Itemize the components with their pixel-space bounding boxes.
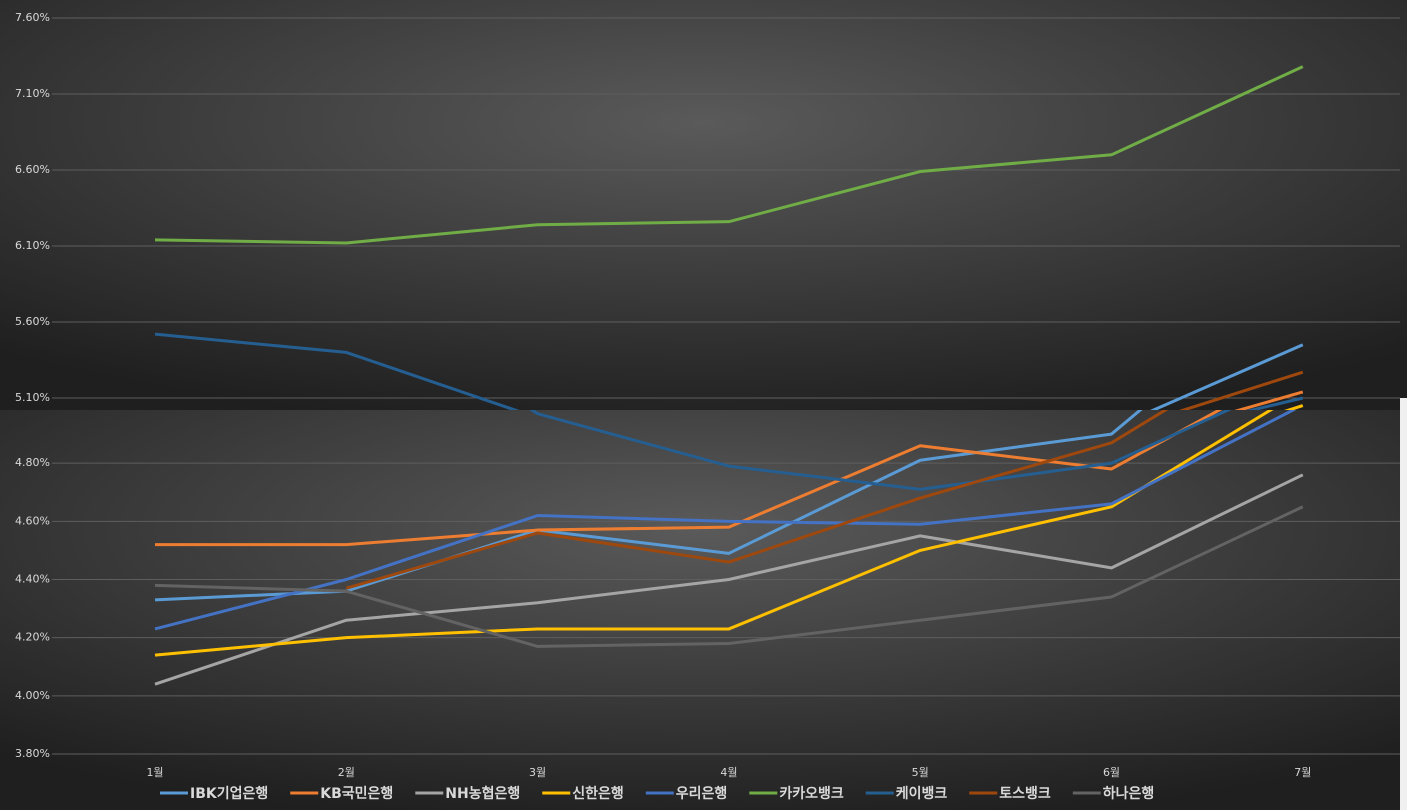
series-line	[154, 410, 1297, 631]
y-tick-label: 5.10%	[15, 391, 50, 404]
legend-label: KB국민은행	[320, 785, 393, 802]
series-line	[154, 65, 1304, 245]
legend-label: IBK기업은행	[190, 786, 268, 802]
legend-item: 케이뱅크	[865, 785, 948, 802]
series-line	[155, 410, 1223, 547]
legend-item: 카카오뱅크	[749, 786, 844, 802]
edge	[1400, 398, 1407, 810]
y-tick-label: 3.80%	[15, 747, 50, 760]
legend-item: 하나은행	[1072, 785, 1155, 802]
y-tick-label: 5.60%	[15, 315, 50, 328]
y-tick-label: 4.20%	[15, 631, 50, 644]
y-tick-label: 4.40%	[15, 573, 50, 586]
series-line	[345, 410, 1169, 590]
y-tick-label: 7.10%	[15, 87, 50, 100]
y-tick-label: 6.10%	[15, 239, 50, 252]
legend-label: 신한은행	[572, 786, 624, 802]
series-line	[154, 332, 1304, 410]
y-tick-label: 7.60%	[15, 11, 50, 24]
series-line	[154, 410, 1274, 657]
y-tick-label: 4.80%	[15, 456, 50, 469]
legend-label: 우리은행	[676, 786, 728, 802]
legend-item: IBK기업은행	[160, 786, 268, 802]
legend-label: 케이뱅크	[896, 785, 948, 802]
panel-bg	[0, 410, 1400, 810]
x-tick-label: 7월	[1294, 766, 1311, 779]
x-tick-label: 2월	[338, 766, 355, 779]
y-tick-label: 4.00%	[15, 689, 50, 702]
legend-label: 카카오뱅크	[779, 786, 844, 802]
x-tick-label: 1월	[146, 766, 163, 779]
legend-label: NH농협은행	[445, 786, 520, 802]
series-line	[154, 473, 1304, 686]
x-tick-label: 5월	[912, 766, 929, 779]
legend-label: 토스뱅크	[999, 786, 1051, 802]
legend-label: 하나은행	[1103, 785, 1155, 802]
panel-bg	[0, 0, 1407, 410]
x-tick-label: 6월	[1103, 766, 1120, 779]
y-tick-label: 6.60%	[15, 163, 50, 176]
legend-item: 신한은행	[542, 786, 624, 802]
x-tick-label: 4월	[720, 766, 737, 779]
legend-item: 토스뱅크	[969, 786, 1051, 802]
legend-item: 우리은행	[645, 786, 728, 802]
series-line	[154, 505, 1304, 648]
legend-item: NH농협은행	[415, 786, 520, 802]
y-tick-label: 4.60%	[15, 514, 50, 527]
x-tick-label: 3월	[529, 766, 546, 779]
panel: 3.80% 4.00% 4.20% 4.40% 4.60% 4.80%	[15, 410, 1400, 760]
panel: 5.10% 5.60% 6.10% 6.60% 7.10% 7.60%	[15, 11, 1400, 410]
series-line	[529, 410, 1232, 491]
legend-item: KB국민은행	[290, 785, 393, 802]
